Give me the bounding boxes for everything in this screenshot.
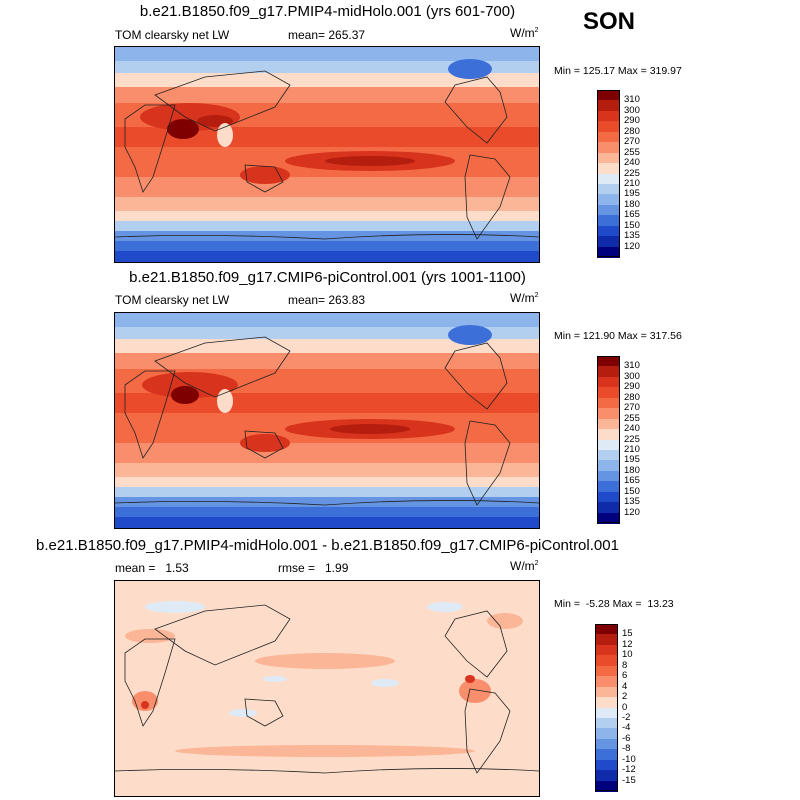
panel-1-colorbar: 310 300 290 280 270 255 240 225 210 195 180 165 150 1… [597,90,640,258]
colorbar-tick-label: 290 [624,115,640,127]
panel-2-map-field [115,313,539,528]
colorbar-tick-label: -4 [622,722,631,734]
panel-2-colorbar: 310 300 290 280 270 255 240 225 210 195 180 165 150 1… [597,356,640,524]
colorbar-tick-label: 6 [622,670,628,682]
panel-2-title: b.e21.B1850.f09_g17.CMIP6-piControl.001 … [129,269,526,286]
colorbar-tick-label: 180 [624,464,640,476]
colorbar-tick-label: 15 [622,628,633,640]
colorbar-tick-label: -12 [622,764,636,776]
colorbar-tick-label: 180 [624,198,640,210]
season-label: SON [583,8,636,35]
colorbar-tick-label: 240 [624,423,640,435]
colorbar-tick-label: 270 [624,136,640,148]
panel-1-variable-label: TOM clearsky net LW [115,28,230,42]
colorbar-tick-label: 300 [624,370,640,382]
panel-2-units: W/m2 [510,291,539,305]
colorbar-tick-label: 195 [624,188,640,200]
colorbar-tick-label: -2 [622,711,631,723]
colorbar-tick-label: 270 [624,402,640,414]
colorbar-tick-label: 165 [624,475,640,487]
colorbar-outline [595,624,618,791]
panel-3-units: W/m2 [510,559,539,573]
panel-3-mean-label: mean = 1.53 [115,561,189,575]
colorbar-tick-label: -10 [622,753,636,765]
panel-3-map [114,580,540,797]
panel-1-title: b.e21.B1850.f09_g17.PMIP4-midHolo.001 (y… [139,3,516,20]
colorbar-tick-label: 8 [622,659,628,671]
panel-2-minmax: Min = 121.90 Max = 317.56 [554,330,682,342]
colorbar-tick-label: 12 [622,638,633,650]
colorbar-tick-label: 225 [624,167,640,179]
panel-3-title: b.e21.B1850.f09_g17.PMIP4-midHolo.001 - … [36,537,619,554]
colorbar-tick-label: 2 [622,691,628,703]
panel-2-map [114,312,540,529]
colorbar-tick-label: 310 [624,360,640,372]
colorbar-tick-label: 280 [624,125,640,137]
panel-1-units: W/m2 [510,26,539,40]
colorbar-tick-label: -6 [622,732,631,744]
colorbar-tick-label: 300 [624,104,640,116]
colorbar-tick-label: 280 [624,391,640,403]
colorbar-tick-label: 225 [624,433,640,445]
colorbar-tick-label: 195 [624,454,640,466]
colorbar-outline [597,90,620,257]
colorbar-tick-label: -8 [622,743,631,755]
colorbar-tick-label: 150 [624,485,640,497]
panel-1-map-field [115,47,539,262]
colorbar-tick-label: 10 [622,649,633,661]
panel-2-mean-label: mean= 263.83 [288,293,366,307]
colorbar-outline [597,356,620,523]
colorbar-tick-label: 310 [624,94,640,106]
colorbar-tick-label: 4 [622,680,628,692]
colorbar-tick-label: 0 [622,701,628,713]
colorbar-tick-label: 150 [624,219,640,231]
panel-3-rmse-label: rmse = 1.99 [278,561,349,575]
panel-3-map-field [115,581,539,796]
colorbar-tick-label: 165 [624,209,640,221]
colorbar-tick-label: 255 [624,412,640,424]
colorbar-tick-label: 210 [624,177,640,189]
panel-3-minmax: Min = -5.28 Max = 13.23 [554,598,674,610]
colorbar-tick-label: 210 [624,443,640,455]
colorbar-tick-label: 240 [624,157,640,169]
colorbar-tick-label: 120 [624,240,640,252]
panel-2-variable-label: TOM clearsky net LW [115,293,230,307]
panel-1-minmax: Min = 125.17 Max = 319.97 [554,65,682,77]
colorbar-tick-label: 290 [624,381,640,393]
panel-3-colorbar: 15 12 10 8 6 4 2 0 -2 -4 -6 -8 -10 -12 -15 [595,624,636,792]
colorbar-tick-label: 120 [624,506,640,518]
colorbar-tick-label: 135 [624,230,640,242]
panel-1-map [114,46,540,263]
colorbar-tick-label: 255 [624,146,640,158]
colorbar-tick-label: -15 [622,774,636,786]
colorbar-tick-label: 135 [624,496,640,508]
panel-1-mean-label: mean= 265.37 [288,28,366,42]
